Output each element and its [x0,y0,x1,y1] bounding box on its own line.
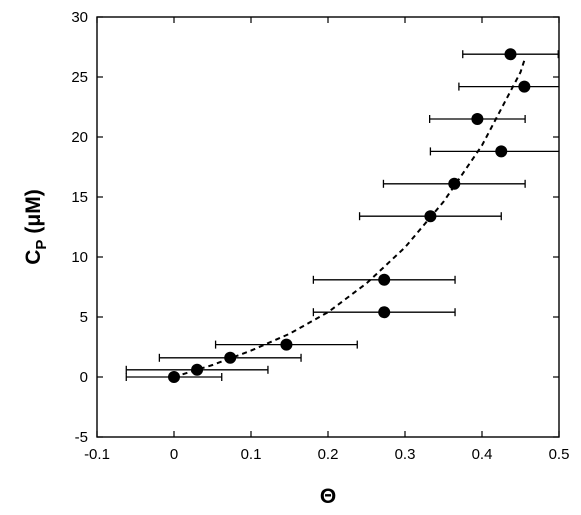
x-tick-label: 0.4 [472,446,493,463]
svg-text:CP(μM): CP (μM) [22,189,50,265]
y-axis-label-main: C [22,250,45,265]
data-point [191,363,204,376]
y-tick-label: 5 [80,309,88,326]
y-tick-label: 30 [71,9,88,26]
data-point [518,80,531,93]
x-tick-label: 0.5 [549,446,570,463]
point-layer [168,48,531,383]
y-axis-label-sub: P [33,240,50,250]
x-tick-label: 0 [170,446,178,463]
x-tick-label: 0.2 [318,446,339,463]
y-tick-label: 0 [80,369,88,386]
data-point [224,351,237,364]
y-axis-label: CP (μM) [22,189,50,265]
data-point [280,338,293,351]
y-tick-label: -5 [75,429,88,446]
x-axis-label: Θ [320,485,336,508]
x-tick-label: -0.1 [84,446,110,463]
data-point [504,48,517,61]
y-tick-label: 15 [71,189,88,206]
axis-ticks [96,16,560,438]
x-tick-label: 0.3 [395,446,416,463]
y-axis-label-unit: (μM) [22,189,45,233]
fit-curve [173,59,526,378]
data-point [471,113,484,125]
data-point [424,210,437,223]
error-bar-layer [125,50,559,381]
y-tick-label: 20 [71,129,88,146]
plot-frame [96,16,560,438]
y-tick-label: 25 [71,69,88,86]
fit-curve-layer [173,59,526,378]
data-point [168,371,180,383]
data-point [495,145,508,158]
tick-label-layer: -0.1 0 0.1 0.2 0.3 0.4 0.5 -5 0 5 10 15 20 25 30 [71,9,569,463]
x-tick-label: 0.1 [241,446,262,463]
data-point [448,177,461,190]
data-point [378,306,391,319]
data-point [378,273,391,286]
y-tick-label: 10 [71,249,88,266]
